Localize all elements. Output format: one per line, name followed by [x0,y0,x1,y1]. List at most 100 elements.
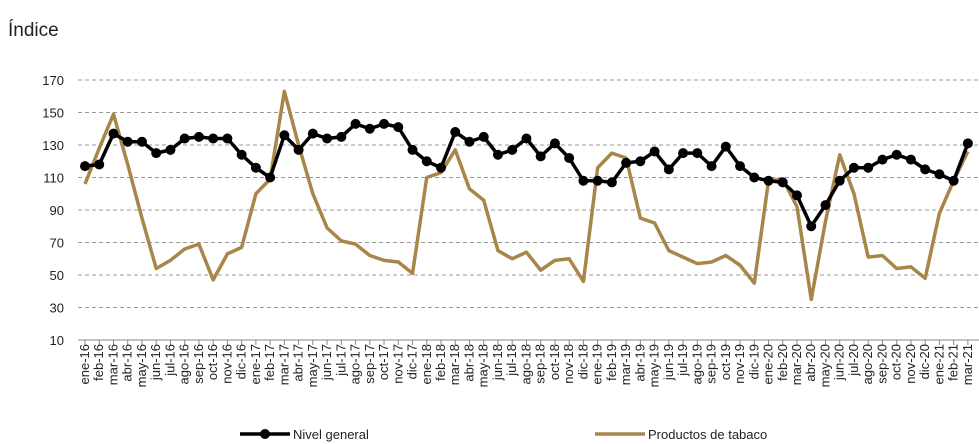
x-tick-label: oct-19 [718,344,733,380]
marker [279,130,290,141]
marker [307,128,318,139]
marker [407,144,418,155]
x-tick-label: mar-21 [960,344,975,385]
x-tick-label: ago-17 [348,344,363,384]
marker [578,175,589,186]
x-tick-label: feb-18 [433,344,448,381]
marker [848,162,859,173]
x-tick-label: feb-17 [262,344,277,381]
legend-marker [260,429,270,439]
marker [322,133,333,144]
x-tick-label: ene-20 [761,344,776,384]
marker [450,127,461,137]
y-tick-label: 50 [50,268,64,283]
x-tick-label: jul-16 [162,344,177,377]
x-tick-label: ene-18 [419,344,434,384]
marker [649,146,660,157]
marker [208,133,219,144]
marker [464,136,475,147]
y-tick-label: 90 [50,203,64,218]
x-tick-label: may-18 [476,344,491,387]
x-tick-label: jun-19 [661,344,676,381]
x-tick-label: nov-18 [561,344,576,384]
x-tick-label: dic-16 [234,344,249,379]
marker [749,172,760,183]
marker [549,138,560,149]
x-tick-label: abr-20 [803,344,818,382]
y-tick-label: 70 [50,236,64,251]
x-tick-label: may-20 [817,344,832,387]
x-tick-label: nov-19 [732,344,747,384]
marker [891,149,902,160]
marker [735,161,746,172]
y-tick-label: 30 [50,301,64,316]
marker [877,154,888,165]
marker [136,136,147,147]
x-tick-label: ene-21 [931,344,946,384]
x-tick-label: sep-17 [362,344,377,384]
marker [678,148,689,159]
marker [80,161,90,172]
x-tick-label: sep-20 [874,344,889,384]
legend-label: Productos de tabaco [648,427,767,442]
marker [777,177,788,188]
x-tick-label: jul-18 [504,344,519,377]
y-tick-label: 170 [42,73,64,88]
y-tick-label: 110 [43,171,64,186]
x-tick-label: mar-18 [447,344,462,385]
marker [293,144,304,155]
x-tick-label: sep-19 [704,344,719,384]
legend-label: Nivel general [293,427,369,442]
marker [265,172,276,183]
x-tick-label: mar-17 [276,344,291,385]
marker [122,136,133,147]
x-tick-label: nov-20 [903,344,918,384]
x-tick-label: dic-17 [405,344,420,379]
x-tick-label: jun-20 [832,344,847,381]
x-tick-label: oct-18 [547,344,562,380]
x-tick-label: jul-19 [675,344,690,377]
marker [521,133,532,144]
x-tick-label: mar-16 [105,344,120,385]
marker [165,144,176,155]
marker [564,153,575,163]
marker [436,162,446,173]
marker [820,200,831,211]
marker [663,164,674,175]
marker [720,141,731,152]
marker [336,131,347,142]
marker [250,162,261,173]
x-tick-label: ago-20 [860,344,875,384]
marker [962,138,973,149]
marker [108,128,119,139]
marker [806,221,817,232]
line [83,89,970,302]
x-tick-label: mar-19 [618,344,633,385]
x-tick-label: abr-19 [632,344,647,382]
marker [606,177,617,188]
marker [621,157,632,168]
x-tick-label: jun-17 [319,344,334,381]
marker [635,156,646,167]
x-tick-label: dic-19 [746,344,761,379]
x-tick-label: feb-19 [604,344,619,381]
x-tick-label: feb-16 [91,344,106,381]
x-tick-label: abr-17 [291,344,306,382]
x-tick-label: abr-16 [120,344,135,382]
marker [179,133,190,144]
x-tick-label: ene-17 [248,344,263,384]
x-tick-label: jun-18 [490,344,505,381]
x-tick-label: sep-16 [191,344,206,384]
marker [379,118,390,129]
x-tick-label: feb-21 [946,344,961,381]
marker [492,149,503,160]
y-tick-label: 10 [50,333,64,348]
marker [792,190,802,201]
marker [834,175,845,186]
x-tick-label: jul-20 [846,344,861,377]
marker [94,159,105,170]
marker [920,164,931,175]
marker [535,151,546,162]
x-tick-label: ago-19 [689,344,704,384]
